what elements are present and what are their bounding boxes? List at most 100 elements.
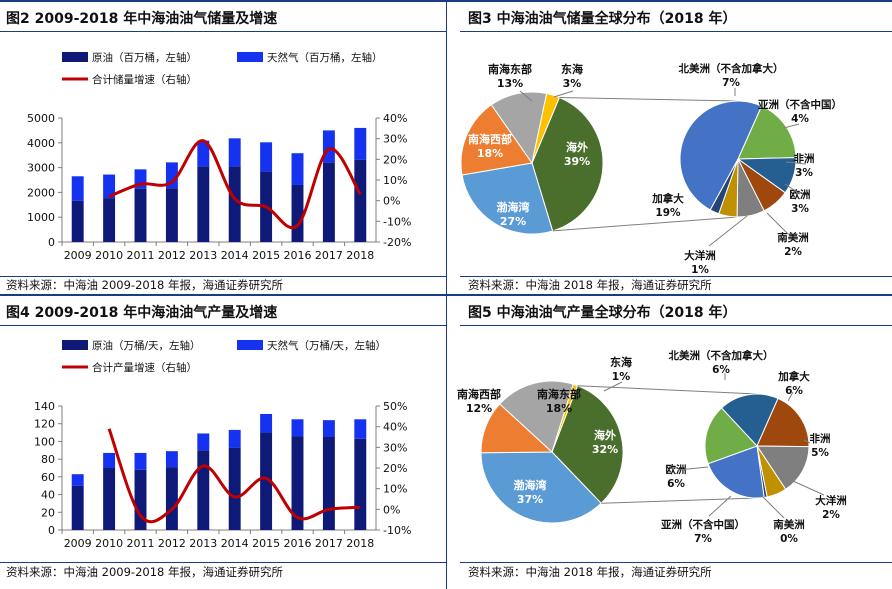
y-tick-label-left: 2000 [27,186,55,199]
detail-label-name: 大洋洲 [815,494,847,507]
y-tick-label-right: -10% [383,524,411,537]
y-tick-label-right: 0% [383,503,400,516]
detail-label-value: 0% [780,533,798,545]
x-tick-label: 2015 [252,249,280,262]
leader-line [787,391,794,402]
y-tick-label-left: 3000 [27,162,55,175]
bar-crude [71,200,84,242]
detail-label-value: 3% [791,203,809,215]
bar-crude [354,438,367,530]
leader-line [708,215,748,247]
legend-label-gas: 天然气（百万桶，左轴） [267,51,383,64]
y-tick-label-right: 40% [383,421,407,434]
leader-line [603,381,623,392]
growth-line [107,428,361,524]
y-tick-label-left: 100 [34,435,55,448]
detail-label-value: 2% [822,509,840,521]
y-tick-label-left: 80 [41,453,55,466]
y-tick-label-left: 120 [34,418,55,431]
bar-crude [354,159,367,242]
x-tick-label: 2014 [221,249,249,262]
legend-label-gas: 天然气（万桶/天，左轴） [267,339,386,352]
legend-swatch-crude [62,340,88,350]
bar-gas [134,452,147,470]
x-tick-label: 2015 [252,537,280,550]
bar-gas [322,130,335,163]
bar-crude [197,450,210,530]
y-tick-label-right: 30% [383,133,407,146]
pie-label-name: 渤海湾 [497,200,530,214]
detail-label-value: 4% [791,113,809,125]
x-tick-label: 2016 [284,537,312,550]
detail-label-value: 2% [784,246,802,258]
detail-label-value: 5% [811,447,829,459]
bar-crude [103,468,116,530]
x-tick-label: 2016 [284,249,312,262]
y-tick-label-left: 140 [34,400,55,413]
leader-line [785,161,807,165]
pie-label-value: 37% [517,493,543,506]
pie-label-value: 18% [546,402,572,415]
legend-label-growth: 合计产量增速（右轴） [92,361,197,374]
bar-gas [354,127,367,160]
leader-line [803,439,811,444]
detail-pie-slice [756,397,810,448]
y-tick-label-left: 0 [48,236,55,249]
bar-gas [165,162,178,189]
panel-fig3: 图3 中海油油气储量全球分布（2018 年） 海外 39% 渤海湾 27% 南海西部 18… [446,0,892,294]
pie-slice [551,383,579,453]
leader-line [677,466,709,471]
detail-label-name: 北美洲（不含加拿大） [679,62,784,75]
x-tick-label: 2009 [64,249,92,262]
detail-label-name: 大洋洲 [684,249,716,262]
source-rule [0,562,446,563]
bar-gas [291,153,304,185]
chart-title: 图2 2009-2018 年中海油油气储量及增速 [6,11,278,27]
source-rule [0,276,446,277]
detail-label-value: 19% [655,207,681,219]
bar-gas [134,169,147,189]
pie-slice [531,96,604,232]
connector-line [559,96,739,102]
y-tick-label-right: -20% [383,236,411,249]
title-underline [460,31,892,32]
bar-gas [165,451,178,468]
bar-gas [197,433,210,451]
x-tick-label: 2018 [346,537,374,550]
y-tick-label-left: 40 [41,489,55,502]
source-note: 资料来源：中海油 2009-2018 年报，海通证券研究所 [6,278,283,292]
legend-swatch-gas [237,52,263,62]
detail-pie-slice [720,393,779,447]
panel-fig4: 图4 2009-2018 年中海油油气产量及增速 原油（万桶/天，左轴） 天然气（… [0,294,446,589]
legend-label-crude: 原油（百万桶，左轴） [92,51,197,64]
bar-crude [322,437,335,530]
detail-label-name: 欧洲 [790,188,811,201]
center-divider [446,0,447,589]
y-tick-label-right: 40% [383,112,407,125]
bar-gas [197,140,210,167]
y-tick-label-right: 20% [383,462,407,475]
top-border [0,294,446,296]
x-tick-label: 2011 [127,249,155,262]
y-tick-label-left: 5000 [27,112,55,125]
bar-crude [291,184,304,242]
detail-label-value: 1% [691,264,709,274]
detail-label-name: 加拿大 [777,370,810,383]
legend-swatch-crude [62,52,88,62]
detail-label-value: 6% [712,364,730,376]
source-note: 资料来源：中海油 2009-2018 年报，海通证券研究所 [6,565,283,579]
detail-label-name: 南美洲 [773,518,805,531]
detail-label-name: 非洲 [794,152,815,165]
detail-pie-slice [737,105,797,160]
y-tick-label-right: 10% [383,483,407,496]
pie-label-name: 海外 [594,428,616,442]
pie-label-name: 南海东部 [537,387,581,401]
y-tick-label-right: 50% [383,400,407,413]
bar-gas [228,138,241,167]
pie-label-name: 东海 [561,62,583,76]
pie-label-name: 南海东部 [488,62,532,76]
x-tick-label: 2010 [95,249,123,262]
x-tick-label: 2009 [64,537,92,550]
leader-line [792,480,825,496]
chart-title: 图4 2009-2018 年中海油油气产量及增速 [6,305,278,321]
